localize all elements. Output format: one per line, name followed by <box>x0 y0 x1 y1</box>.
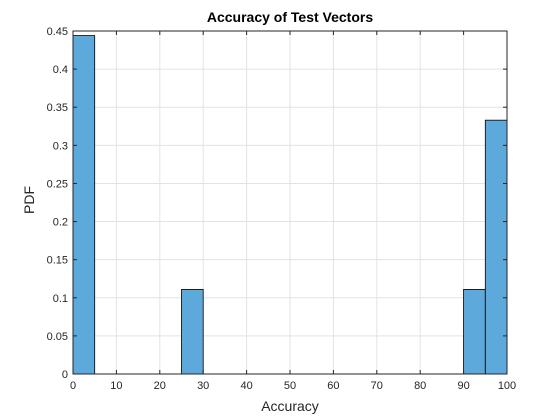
x-tick-label: 50 <box>284 380 296 392</box>
x-axis-ticks: 0 10 20 30 40 50 60 70 80 90 100 <box>70 31 516 392</box>
x-tick-label: 20 <box>154 380 166 392</box>
x-tick-label: 80 <box>414 380 426 392</box>
y-tick-label: 0.2 <box>53 217 68 229</box>
histogram-bar <box>72 35 96 375</box>
y-tick-label: 0.25 <box>47 178 68 190</box>
chart-title: Accuracy of Test Vectors <box>207 9 373 25</box>
x-tick-label: 40 <box>240 380 252 392</box>
x-tick-label: 90 <box>457 380 469 392</box>
x-tick-label: 0 <box>70 380 76 392</box>
x-tick-label: 70 <box>371 380 383 392</box>
x-tick-label: 60 <box>327 380 339 392</box>
x-tick-label: 100 <box>498 380 516 392</box>
y-tick-label: 0.05 <box>47 331 68 343</box>
y-tick-label: 0 <box>62 369 68 381</box>
x-axis-label: Accuracy <box>261 398 319 414</box>
y-axis-label: PDF <box>21 186 37 214</box>
grid-lines <box>73 31 507 374</box>
y-tick-label: 0.1 <box>53 293 68 305</box>
y-tick-label: 0.4 <box>53 64 68 76</box>
x-tick-label: 10 <box>110 380 122 392</box>
y-tick-label: 0.3 <box>53 140 68 152</box>
histogram-bar <box>463 288 486 375</box>
histogram-bar <box>181 288 204 375</box>
y-tick-label: 0.45 <box>47 26 68 38</box>
y-tick-label: 0.35 <box>47 102 68 114</box>
y-tick-label: 0.15 <box>47 255 68 267</box>
y-axis-ticks: 0 0.05 0.1 0.15 0.2 0.25 0.3 0.35 0.4 0.45 <box>47 26 507 381</box>
x-tick-label: 30 <box>197 380 209 392</box>
